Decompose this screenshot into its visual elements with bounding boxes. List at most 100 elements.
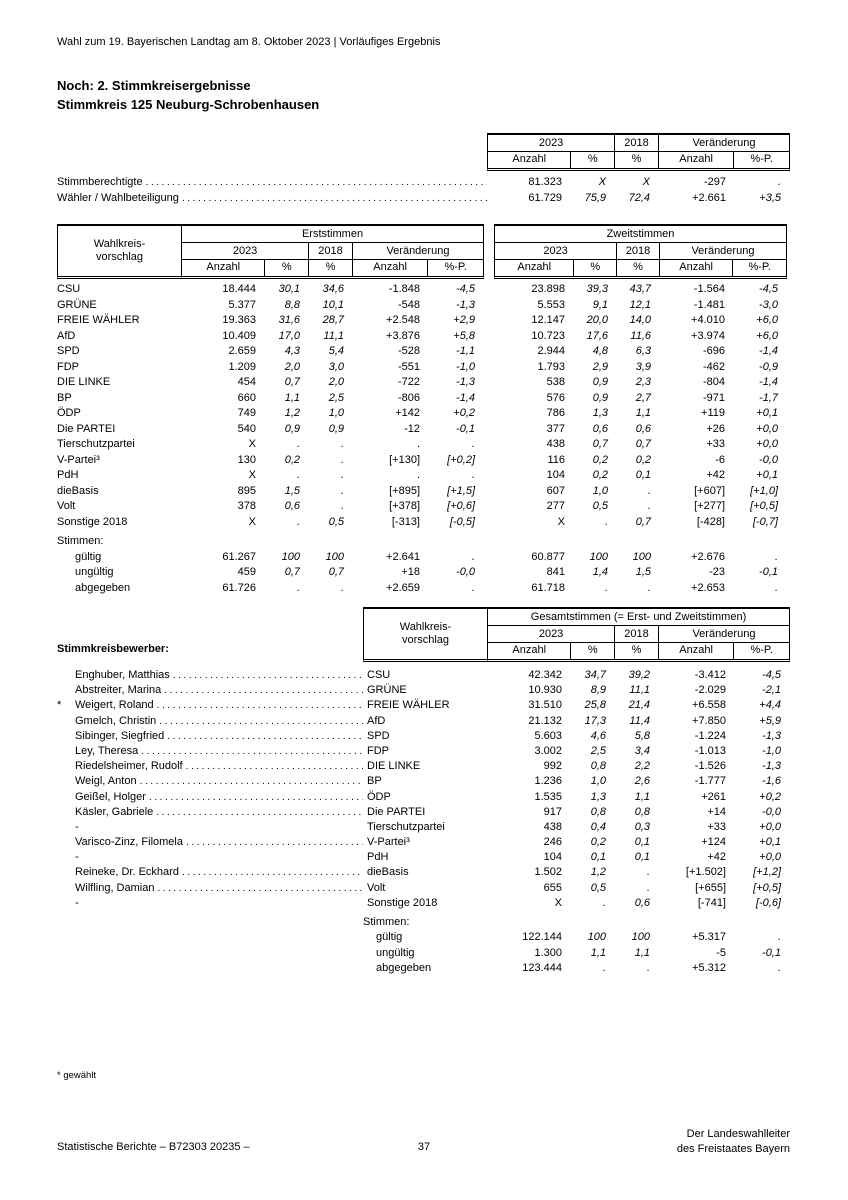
stimmen-row: abgegeben 123.444.. +5.312. <box>363 961 790 976</box>
value-cell: . <box>296 469 300 481</box>
value-cell: 0,1 <box>635 469 651 481</box>
value-group: 895 1,5. [+895] [+1,5] <box>181 484 484 500</box>
value-cell: 1,0 <box>328 407 344 419</box>
col-header-pct: % <box>309 260 353 276</box>
value-cell: -2,1 <box>762 684 781 697</box>
value-group: 5.377 8,8 10,1 -548 -1,3 <box>181 298 484 314</box>
leader-dots <box>183 835 363 850</box>
leader-dots <box>153 805 363 820</box>
value-group: 749 1,2 1,0 +142 +0,2 <box>181 406 484 422</box>
value-cell: 1.502 <box>534 866 562 879</box>
value-group: 10.723 17,6 11,6 +3.974 +6,0 <box>494 329 787 345</box>
party-row: Volt 378 0,6. [+378] [+0,6] 277 0,5. [+277] [+0,… <box>57 499 787 515</box>
value-cell: -23 <box>709 566 725 578</box>
party-label: ÖDP <box>57 407 81 419</box>
candidate-row: Käsler, Gabriele Die PARTEI 917 0,8 0,8 +14 -0… <box>57 805 790 820</box>
value-cell: -1,1 <box>456 345 475 357</box>
value-cell: -2.029 <box>694 684 726 697</box>
candidate-name-wrap: Varisco-Zinz, Filomela <box>57 835 363 850</box>
value-group: 122.144 100 100 +5.317. <box>487 930 790 945</box>
elected-marker <box>57 729 75 744</box>
value-group: X. 0,6 [-741] [-0,6] <box>487 896 790 911</box>
value-group: 454 0,7 2,0 -722 -1,3 <box>181 375 484 391</box>
candidate-row: * Weigert, Roland FREIE WÄHLER 31.510 25,8 21… <box>57 698 790 713</box>
candidate-name: Weigl, Anton <box>75 775 137 788</box>
value-cell: 2.659 <box>228 345 256 357</box>
candidate-name-wrap: Reineke, Dr. Eckhard <box>57 865 363 880</box>
value-cell: 34,7 <box>584 669 606 681</box>
candidate-party: dieBasis <box>367 866 409 879</box>
value-group: 438 0,4 0,3 +33 +0,0 <box>487 820 790 835</box>
value-cell: . <box>296 438 300 450</box>
value-cell: 17,6 <box>586 329 608 342</box>
party-row: ÖDP 749 1,2 1,0 +142 +0,2 786 1,3 1,1 +119 +0,1 <box>57 406 787 422</box>
value-cell: 21.132 <box>528 714 562 727</box>
row-label-wrap: Stimmberechtigte <box>57 175 487 191</box>
value-cell: 0,9 <box>592 376 608 388</box>
value-group: 2.659 4,3 5,4 -528 -1,1 <box>181 344 484 360</box>
value-cell: 2,7 <box>635 391 651 404</box>
col-header-2023: 2023 <box>488 626 616 642</box>
value-cell: 1,3 <box>590 790 606 803</box>
candidate-name-wrap: Käsler, Gabriele <box>57 805 363 820</box>
value-group: 917 0,8 0,8 +14 -0,0 <box>487 805 790 820</box>
table-gap <box>484 437 494 453</box>
value-cell: -1,6 <box>762 775 781 788</box>
stimmen-row: ungültig 459 0,7 0,7 +18 -0,0 841 1,4 1,5 -23 -0,1 <box>57 565 787 581</box>
table-gap <box>484 329 494 345</box>
value-cell: 895 <box>237 484 256 497</box>
col-header-pctp: %-P. <box>748 261 771 273</box>
value-cell: 0,1 <box>634 836 650 849</box>
value-cell: 1,5 <box>635 566 651 578</box>
value-cell: 100 <box>632 550 651 563</box>
value-group: 61.726.. +2.659. <box>181 581 484 597</box>
value-cell: +42 <box>706 469 725 481</box>
value-cell: -1,4 <box>759 376 778 388</box>
value-cell: 438 <box>546 438 565 450</box>
value-cell: . <box>777 931 781 944</box>
value-group: 61.267 100 100 +2.641. <box>181 550 484 566</box>
col-header-anzahl: Anzahl <box>660 260 734 276</box>
candidate-name: Reineke, Dr. Eckhard <box>75 866 179 879</box>
value-group: 2.944 4,8 6,3 -696 -1,4 <box>494 344 787 360</box>
table-gap <box>484 565 494 581</box>
party-row: FDP 1.209 2,0 3,0 -551 -1,0 1.793 2,9 3,9 -462 -0,… <box>57 360 787 376</box>
value-group: 378 0,6. [+378] [+0,6] <box>181 499 484 515</box>
value-cell: 1,4 <box>592 566 608 578</box>
value-cell: +6.558 <box>692 699 726 712</box>
value-group: 277 0,5. [+277] [+0,5] <box>494 499 787 515</box>
value-cell: 1,2 <box>284 407 300 419</box>
col-header-2023: 2023 <box>182 243 310 259</box>
table-gap <box>484 499 494 515</box>
table-gap <box>484 344 494 360</box>
party-label: SPD <box>57 345 80 357</box>
col-header-pct: % <box>615 152 659 168</box>
value-cell: -4,5 <box>762 669 781 681</box>
value-cell: +2.661 <box>692 191 726 204</box>
value-cell: +124 <box>701 836 726 849</box>
value-cell: +42 <box>707 851 726 864</box>
value-cell: 0,7 <box>328 566 344 578</box>
col-header-change: Veränderung <box>692 628 756 640</box>
value-group: 116 0,2 0,2 -6 -0,0 <box>494 453 787 469</box>
leader-dots <box>161 683 363 698</box>
value-cell: -1,4 <box>759 345 778 357</box>
row-label-wrap: Wähler / Wahlbeteiligung <box>57 191 487 207</box>
value-cell: 3.002 <box>534 744 562 757</box>
candidate-row: Riedelsheimer, Rudolf DIE LINKE 992 0,8 2,2 -… <box>57 759 790 774</box>
value-cell: 10.409 <box>222 329 256 342</box>
value-cell: 30,1 <box>278 283 300 295</box>
table-gap <box>484 391 494 407</box>
value-cell: 61.718 <box>531 581 565 594</box>
value-cell: -1,3 <box>762 729 781 742</box>
value-cell: 11,4 <box>629 714 650 727</box>
value-cell: . <box>774 581 778 594</box>
candidate-name: - <box>75 896 79 909</box>
value-cell: 2,5 <box>590 744 606 757</box>
value-cell: +6,0 <box>756 314 778 326</box>
value-cell: [+378] <box>389 500 420 512</box>
value-cell: 786 <box>546 407 565 419</box>
party-label: AfD <box>57 329 76 342</box>
value-cell: X <box>248 469 256 481</box>
zweitstimmen-title: Zweitstimmen <box>495 226 786 243</box>
